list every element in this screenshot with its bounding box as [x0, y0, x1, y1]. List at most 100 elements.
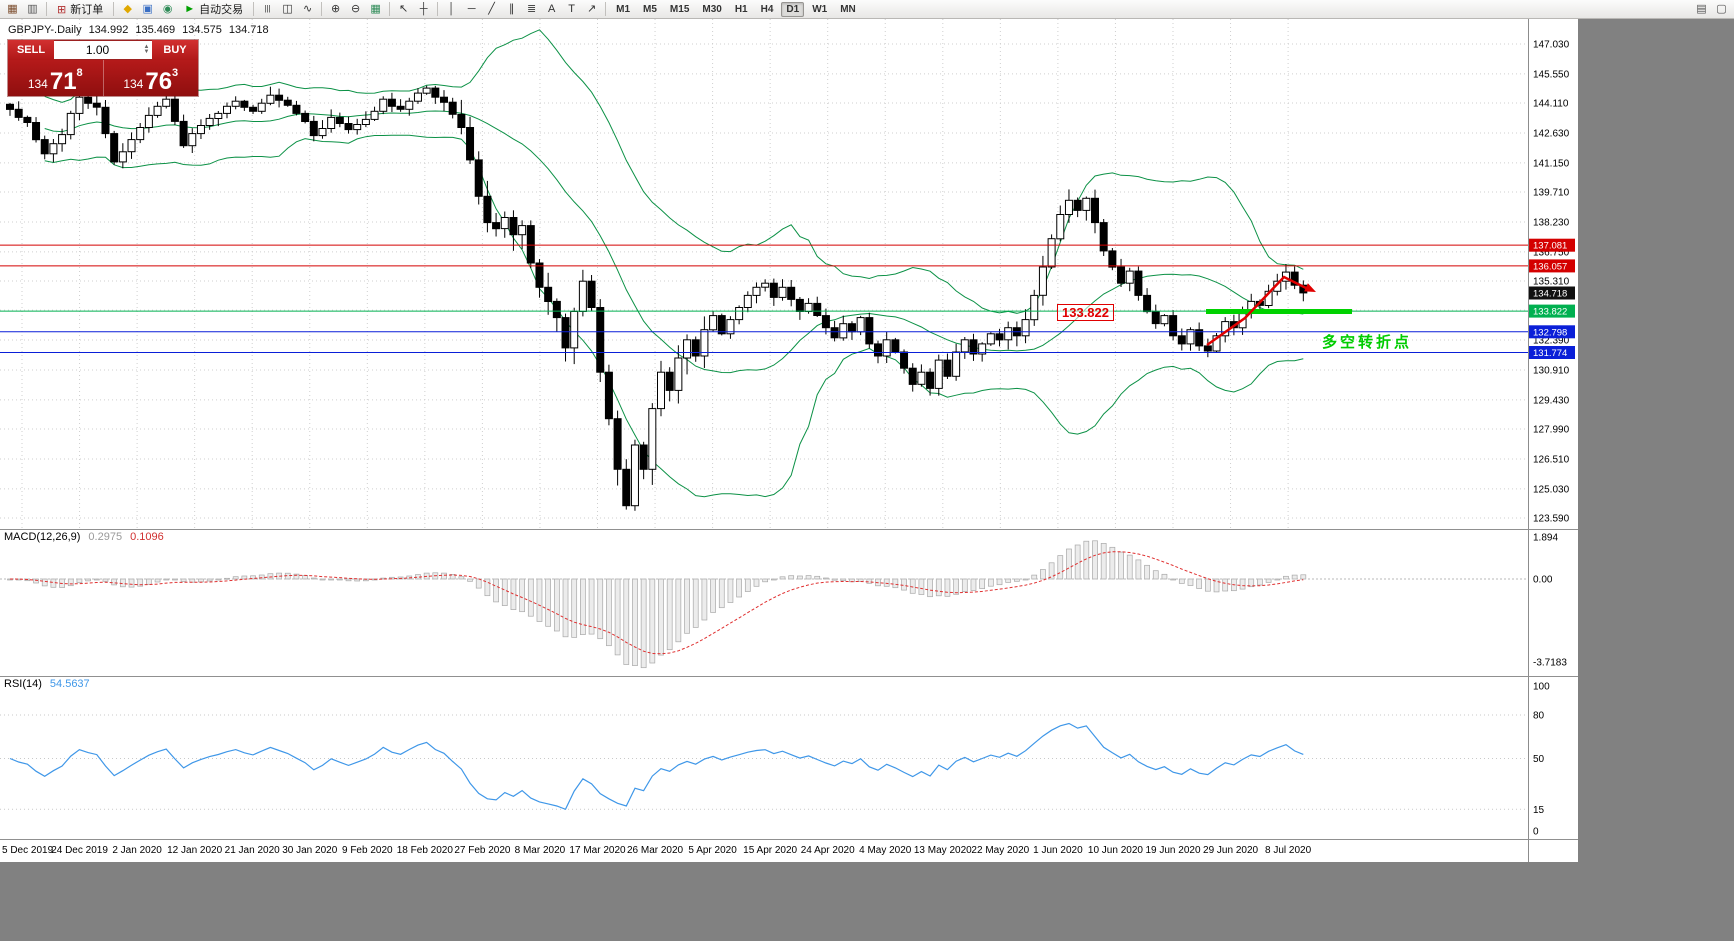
- trend-arrow[interactable]: [1206, 275, 1307, 347]
- timeframe-d1-button[interactable]: D1: [781, 1, 805, 17]
- svg-text:132.798: 132.798: [1533, 327, 1567, 338]
- svg-text:19 Jun 2020: 19 Jun 2020: [1145, 845, 1200, 856]
- svg-text:126.510: 126.510: [1533, 455, 1570, 466]
- candles: [6, 85, 1308, 511]
- svg-text:147.030: 147.030: [1533, 40, 1570, 51]
- timeframe-m15-button[interactable]: M15: [669, 3, 690, 15]
- zoom-out-icon[interactable]: ⊖: [351, 3, 361, 15]
- toolbar-separator: [321, 2, 323, 16]
- text-icon[interactable]: A: [547, 3, 556, 15]
- macd-value-main: 0.2975: [88, 531, 123, 543]
- timeframe-w1-button[interactable]: W1: [812, 3, 828, 15]
- timeframe-m5-button[interactable]: M5: [643, 3, 657, 15]
- indicators-icon[interactable]: ▦: [370, 3, 381, 15]
- volume-field[interactable]: 1.00 ▲ ▼: [54, 40, 152, 60]
- new-window-icon[interactable]: ▢: [1716, 3, 1727, 15]
- svg-text:15 Apr 2020: 15 Apr 2020: [743, 845, 797, 856]
- windows-icon[interactable]: ▤: [1696, 3, 1707, 15]
- buy-button[interactable]: BUY: [152, 40, 198, 60]
- svg-text:30 Jan 2020: 30 Jan 2020: [282, 845, 337, 856]
- svg-text:13 May 2020: 13 May 2020: [914, 845, 972, 856]
- macd-name: MACD(12,26,9): [4, 531, 81, 543]
- svg-text:24 Apr 2020: 24 Apr 2020: [801, 845, 855, 856]
- horizontal-line-icon[interactable]: ─: [467, 3, 476, 15]
- autotrading-button-label: 自动交易: [199, 4, 244, 16]
- channel-icon[interactable]: ∥: [508, 3, 515, 15]
- trend-arrow-head: [1304, 283, 1316, 292]
- svg-text:17 Mar 2020: 17 Mar 2020: [569, 845, 626, 856]
- autotrading-button[interactable]: ► 自动交易: [178, 1, 249, 18]
- new-order-button-label: 新订单: [70, 4, 104, 16]
- toolbar-separator: [605, 2, 607, 16]
- vertical-line-icon[interactable]: │: [448, 3, 456, 15]
- bar-chart-icon[interactable]: |||: [264, 4, 271, 13]
- rsi-level-lines: [0, 714, 1528, 810]
- svg-text:0: 0: [1533, 827, 1539, 838]
- timeframe-m30-button[interactable]: M30: [702, 3, 722, 15]
- timeframe-h1-button[interactable]: H1: [734, 3, 748, 15]
- main-toolbar: ▦ ▥ ⊞ 新订单 ◆ ▣ ◉ ► 自动交易 ||| ◫ ∿ ⊕ ⊖ ▦ ↖ ┼ │ ─ ╱ ∥ ≣ A T ↗ M1 M5 M15 M…: [0, 0, 1734, 19]
- svg-text:1 Jun 2020: 1 Jun 2020: [1033, 845, 1083, 856]
- timeframe-mn-button[interactable]: MN: [840, 3, 856, 15]
- stepper-up-icon[interactable]: ▲: [143, 44, 150, 50]
- candlestick-chart-icon[interactable]: ◫: [282, 3, 293, 15]
- buy-price-point: 3: [172, 67, 179, 79]
- metaeditor-icon[interactable]: ◆: [123, 3, 132, 15]
- svg-text:127.990: 127.990: [1533, 425, 1570, 436]
- svg-text:18 Feb 2020: 18 Feb 2020: [397, 845, 454, 856]
- price-level-tags: 137.081 136.057 134.718 133.822 132.798 131.7…: [1529, 238, 1575, 359]
- svg-text:129.430: 129.430: [1533, 395, 1570, 406]
- timeframe-m1-button[interactable]: M1: [616, 3, 631, 15]
- crosshair-icon[interactable]: ┼: [419, 3, 428, 15]
- ohlc-low: 134.575: [182, 24, 222, 36]
- new-order-button[interactable]: ⊞ 新订单: [51, 1, 109, 18]
- sell-price-button[interactable]: 134 71 8: [8, 60, 104, 96]
- svg-text:144.110: 144.110: [1533, 99, 1569, 110]
- text-label-icon[interactable]: T: [568, 3, 575, 15]
- macd-scale-labels: 1.894 0.00 -3.7183: [1533, 532, 1567, 668]
- line-chart-icon[interactable]: ∿: [303, 3, 313, 15]
- svg-text:27 Feb 2020: 27 Feb 2020: [454, 845, 511, 856]
- chart-window: 147.030 145.550 144.110 142.630 141.150 139.7…: [0, 18, 1579, 863]
- svg-text:80: 80: [1533, 711, 1545, 722]
- stepper-down-icon[interactable]: ▼: [143, 49, 150, 55]
- svg-text:141.150: 141.150: [1533, 158, 1570, 169]
- svg-text:50: 50: [1533, 754, 1545, 765]
- macd-value-signal: 0.1096: [130, 531, 164, 543]
- rsi-name: RSI(14): [4, 678, 42, 690]
- macd-histogram: [7, 540, 1307, 669]
- svg-text:132.390: 132.390: [1533, 336, 1570, 347]
- arrows-icon[interactable]: ↗: [587, 3, 597, 15]
- horizontal-level-lines[interactable]: [0, 244, 1528, 354]
- chart-canvas[interactable]: 147.030 145.550 144.110 142.630 141.150 139.7…: [0, 19, 1578, 862]
- workspace-background: [1578, 19, 1734, 941]
- svg-text:130.910: 130.910: [1533, 366, 1570, 377]
- fibonacci-icon[interactable]: ≣: [527, 3, 537, 15]
- zoom-in-icon[interactable]: ⊕: [331, 3, 341, 15]
- volume-stepper[interactable]: ▲ ▼: [141, 44, 152, 55]
- svg-text:26 Mar 2020: 26 Mar 2020: [627, 845, 684, 856]
- rsi-label: RSI(14) 54.5637: [4, 678, 90, 690]
- price-callout[interactable]: 133.822: [1057, 304, 1114, 321]
- toolbar-separator: [437, 2, 439, 16]
- cursor-icon[interactable]: ↖: [399, 3, 409, 15]
- bollinger-bands: [44, 29, 1304, 498]
- terminal-icon[interactable]: ▣: [142, 3, 153, 15]
- ohlc-high: 135.469: [135, 24, 176, 36]
- volume-value: 1.00: [85, 43, 110, 57]
- timeframe-h4-button[interactable]: H4: [760, 3, 774, 15]
- new-chart-icon[interactable]: ▦: [7, 3, 18, 15]
- svg-text:134.718: 134.718: [1533, 289, 1567, 300]
- svg-text:123.590: 123.590: [1533, 514, 1570, 525]
- sell-button[interactable]: SELL: [8, 40, 54, 60]
- trendline-icon[interactable]: ╱: [488, 3, 495, 15]
- turning-point-note[interactable]: 多空转折点: [1322, 334, 1413, 351]
- profiles-icon[interactable]: ▥: [27, 3, 38, 15]
- svg-text:131.774: 131.774: [1533, 348, 1567, 359]
- svg-text:145.550: 145.550: [1533, 69, 1570, 80]
- svg-text:142.630: 142.630: [1533, 129, 1570, 140]
- buy-price-button[interactable]: 134 76 3: [104, 60, 199, 96]
- rsi-scale-labels: 100 80 50 15 0: [1533, 682, 1550, 838]
- strategy-tester-icon[interactable]: ◉: [162, 3, 173, 15]
- svg-text:136.750: 136.750: [1533, 247, 1570, 258]
